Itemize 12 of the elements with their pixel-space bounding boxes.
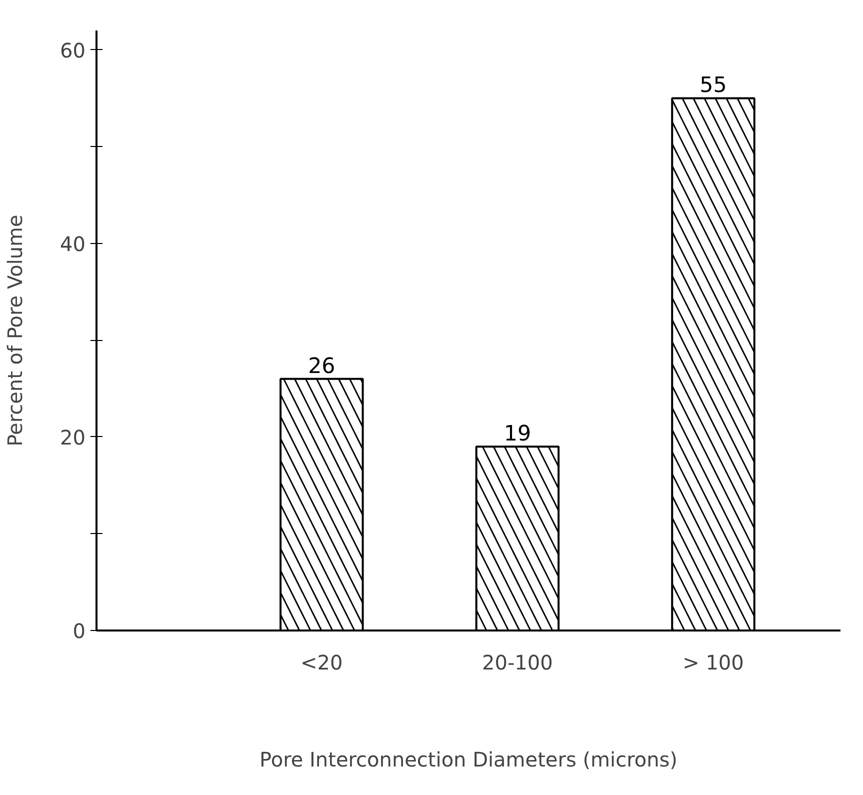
data-label: 26 (308, 354, 336, 379)
y-tick-label: 0 (72, 619, 86, 643)
data-label: 19 (504, 422, 532, 447)
x-tick-label: 20-100 (482, 650, 553, 674)
x-tick-label: > 100 (682, 650, 744, 674)
y-axis-title: Percent of Pore Volume (3, 214, 28, 446)
x-axis-title: Pore Interconnection Diameters (microns) (260, 748, 678, 772)
y-tick-label: 40 (60, 232, 86, 256)
y-tick-label: 60 (60, 38, 86, 62)
x-tick-label: <20 (300, 650, 343, 674)
data-label: 55 (700, 73, 727, 98)
y-tick-label: 20 (60, 425, 86, 450)
